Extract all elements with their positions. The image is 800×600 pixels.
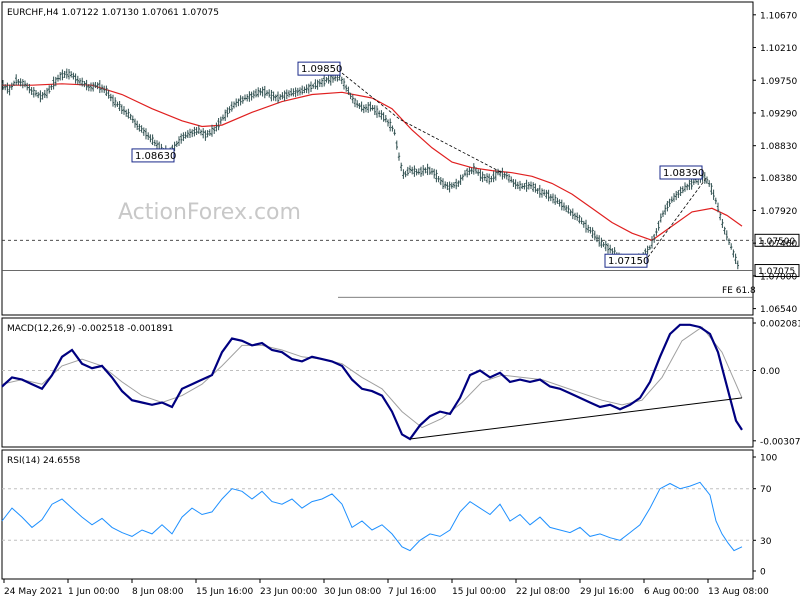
macd-header: MACD(12,26,9) -0.002518 -0.001891 bbox=[7, 324, 173, 334]
rsi-panel bbox=[1, 449, 754, 580]
x-tick-label: 15 Jun 16:00 bbox=[196, 587, 253, 597]
price-y-tick-label: 1.09290 bbox=[760, 109, 797, 119]
x-tick-label: 15 Jul 00:00 bbox=[452, 587, 506, 597]
rsi-line bbox=[1, 481, 743, 552]
rsi-y-tick-label: 0 bbox=[760, 568, 766, 578]
x-tick-label: 13 Aug 08:00 bbox=[708, 587, 769, 597]
price-annotation-box bbox=[659, 165, 703, 180]
trend-line bbox=[341, 72, 503, 174]
price-panel bbox=[1, 1, 754, 316]
x-tick-label: 7 Jul 16:00 bbox=[388, 587, 437, 597]
level-tag bbox=[754, 233, 800, 247]
price-y-tick-label: 1.07460 bbox=[760, 240, 797, 250]
rsi-y-tick-label: 100 bbox=[760, 454, 777, 464]
level-tag-label: 1.07075 bbox=[758, 267, 795, 277]
macd-panel bbox=[1, 317, 754, 448]
price-annotation: 1.07150 bbox=[608, 256, 649, 267]
price-y-tick-label: 1.08380 bbox=[760, 174, 797, 184]
x-tick-label: 1 Jun 00:00 bbox=[68, 587, 120, 597]
price-y-tick-label: 1.06540 bbox=[760, 305, 797, 315]
price-y-tick-label: 1.07000 bbox=[760, 272, 797, 282]
price-y-tick-label: 1.10670 bbox=[760, 11, 797, 21]
rsi-header: RSI(14) 24.6558 bbox=[7, 456, 80, 466]
moving-average-line bbox=[2, 83, 743, 241]
x-tick-label: 6 Aug 00:00 bbox=[644, 587, 699, 597]
level-tag bbox=[754, 264, 800, 278]
macd-line bbox=[1, 323, 743, 441]
price-annotation: 1.09850 bbox=[301, 64, 342, 75]
price-header: EURCHF,H4 1.07122 1.07130 1.07061 1.0707… bbox=[7, 8, 219, 18]
rsi-y-tick-label: 70 bbox=[760, 485, 772, 495]
level-tag-label: 1.07500 bbox=[758, 237, 795, 247]
trend-line bbox=[641, 176, 708, 266]
x-tick-label: 22 Jul 08:00 bbox=[516, 587, 570, 597]
x-tick-label: 23 Jun 00:00 bbox=[260, 587, 317, 597]
price-annotation-box bbox=[604, 253, 648, 268]
macd-y-tick-label: 0.00 bbox=[760, 367, 780, 377]
x-tick-label: 30 Jun 08:00 bbox=[324, 587, 381, 597]
price-y-tick-label: 1.10210 bbox=[760, 44, 797, 54]
price-annotation-box bbox=[131, 148, 175, 163]
macd-trend-line bbox=[409, 397, 743, 440]
price-y-tick-label: 1.09750 bbox=[760, 77, 797, 87]
macd-signal-line bbox=[1, 326, 743, 429]
rsi-y-tick-label: 30 bbox=[760, 537, 772, 547]
x-tick-label: 29 Jul 16:00 bbox=[580, 587, 634, 597]
price-annotation-box bbox=[297, 61, 341, 76]
x-tick-label: 8 Jun 08:00 bbox=[132, 587, 184, 597]
price-annotation: 1.08390 bbox=[663, 168, 704, 179]
price-y-tick-label: 1.08830 bbox=[760, 142, 797, 152]
watermark: ActionForex.com bbox=[118, 200, 301, 225]
fe-label: FE 61.8 bbox=[722, 286, 756, 296]
macd-y-tick-label: 0.002081 bbox=[760, 320, 800, 330]
price-y-tick-label: 1.07920 bbox=[760, 207, 797, 217]
macd-y-tick-label: -0.003079 bbox=[760, 437, 800, 447]
price-annotation: 1.08630 bbox=[135, 151, 176, 162]
x-tick-label: 24 May 2021 bbox=[4, 587, 63, 597]
